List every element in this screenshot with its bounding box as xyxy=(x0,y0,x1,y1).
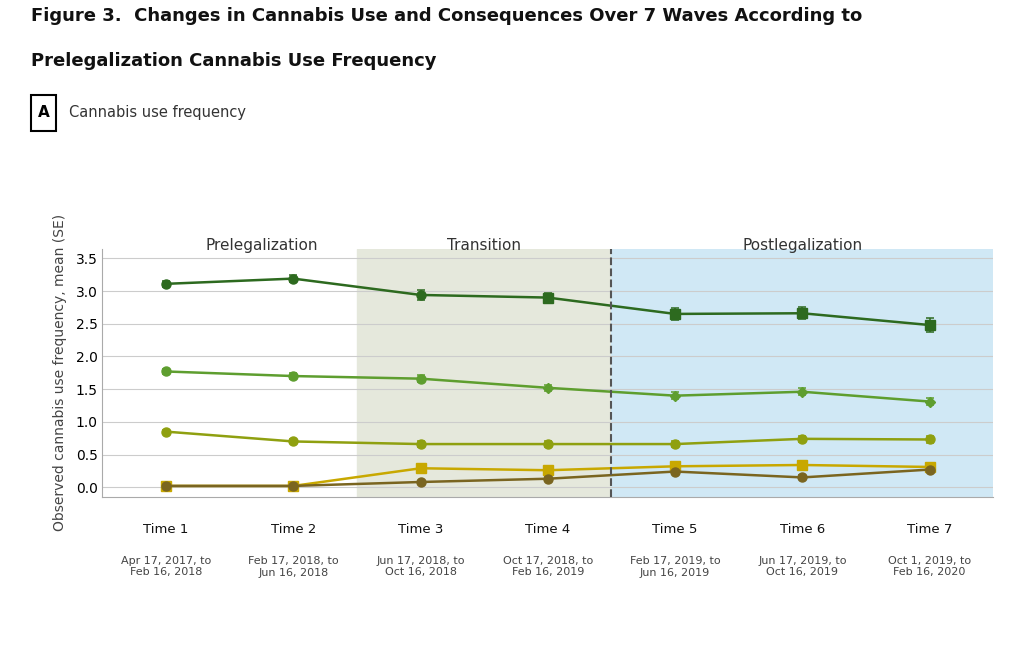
Text: A: A xyxy=(38,105,49,120)
Text: Transition: Transition xyxy=(447,238,521,253)
Text: Jun 17, 2019, to
Oct 16, 2019: Jun 17, 2019, to Oct 16, 2019 xyxy=(758,556,847,577)
Text: Feb 17, 2018, to
Jun 16, 2018: Feb 17, 2018, to Jun 16, 2018 xyxy=(248,556,339,577)
Text: Time 4: Time 4 xyxy=(525,523,570,536)
Text: Jun 17, 2018, to
Oct 16, 2018: Jun 17, 2018, to Oct 16, 2018 xyxy=(377,556,465,577)
Text: Cannabis use frequency: Cannabis use frequency xyxy=(69,105,246,120)
Text: Oct 1, 2019, to
Feb 16, 2020: Oct 1, 2019, to Feb 16, 2020 xyxy=(888,556,971,577)
Text: Time 6: Time 6 xyxy=(779,523,825,536)
Text: Apr 17, 2017, to
Feb 16, 2018: Apr 17, 2017, to Feb 16, 2018 xyxy=(121,556,211,577)
Text: Postlegalization: Postlegalization xyxy=(742,238,862,253)
Text: Time 7: Time 7 xyxy=(907,523,952,536)
Text: Feb 17, 2019, to
Jun 16, 2019: Feb 17, 2019, to Jun 16, 2019 xyxy=(630,556,721,577)
Text: Time 3: Time 3 xyxy=(398,523,443,536)
Text: Prelegalization Cannabis Use Frequency: Prelegalization Cannabis Use Frequency xyxy=(31,52,436,71)
Text: Prelegalization: Prelegalization xyxy=(205,238,317,253)
Text: Time 1: Time 1 xyxy=(143,523,188,536)
Y-axis label: Observed cannabis use frequency, mean (SE): Observed cannabis use frequency, mean (S… xyxy=(53,215,68,531)
Text: Figure 3.  Changes in Cannabis Use and Consequences Over 7 Waves According to: Figure 3. Changes in Cannabis Use and Co… xyxy=(31,7,862,25)
Text: Time 2: Time 2 xyxy=(270,523,316,536)
Text: Time 5: Time 5 xyxy=(652,523,697,536)
Text: Oct 17, 2018, to
Feb 16, 2019: Oct 17, 2018, to Feb 16, 2019 xyxy=(503,556,593,577)
Bar xyxy=(357,249,611,497)
Bar xyxy=(611,249,993,497)
